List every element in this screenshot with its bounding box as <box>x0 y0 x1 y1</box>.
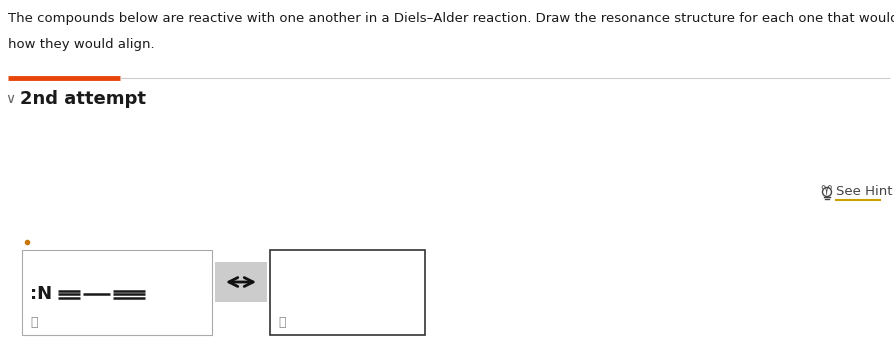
Bar <box>270 250 425 335</box>
Text: ⓘ: ⓘ <box>30 316 38 329</box>
Text: how they would align.: how they would align. <box>8 38 155 51</box>
Text: 2nd attempt: 2nd attempt <box>20 90 146 108</box>
Bar <box>22 250 212 335</box>
Text: :N: :N <box>30 285 52 303</box>
Bar <box>215 262 266 302</box>
Text: The compounds below are reactive with one another in a Diels–Alder reaction. Dra: The compounds below are reactive with on… <box>8 12 894 25</box>
Text: ♈: ♈ <box>819 185 831 198</box>
Text: ∨: ∨ <box>5 92 15 106</box>
Text: ⓘ: ⓘ <box>278 316 285 329</box>
Text: See Hint: See Hint <box>835 185 891 198</box>
